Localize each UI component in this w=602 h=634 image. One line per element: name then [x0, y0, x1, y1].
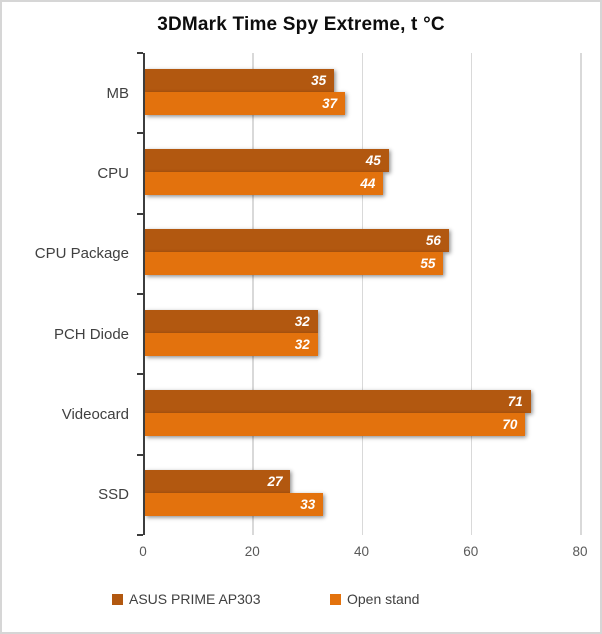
category-label: Videocard — [61, 405, 129, 423]
legend-label: Open stand — [347, 591, 420, 607]
chart-title: 3DMark Time Spy Extreme, t °C — [157, 14, 445, 35]
bar-series1: 35 — [145, 68, 335, 92]
bar-value-label: 35 — [311, 72, 327, 88]
y-axis-tick — [137, 373, 143, 376]
gridline — [470, 53, 473, 535]
bar-series2: 44 — [145, 171, 384, 195]
y-axis-tick — [137, 534, 143, 536]
gridline — [580, 53, 582, 535]
y-axis-tick — [137, 453, 143, 456]
bar-value-label: 33 — [300, 497, 316, 513]
bar-value-label: 32 — [294, 313, 310, 329]
y-axis-tick — [137, 132, 143, 135]
x-axis-tick-label: 80 — [572, 544, 588, 559]
category-label: SSD — [98, 486, 129, 504]
bar-value-label: 27 — [267, 474, 283, 490]
bar-series1: 32 — [145, 309, 318, 333]
y-axis-tick — [137, 52, 143, 54]
x-axis-tick-label: 40 — [353, 544, 370, 559]
bar-value-label: 45 — [365, 152, 381, 168]
bar-value-label: 70 — [502, 416, 518, 432]
y-axis-tick — [137, 212, 143, 215]
gridline — [361, 53, 363, 535]
bar-value-label: 32 — [294, 336, 310, 352]
gridline — [252, 53, 254, 535]
x-axis-tick-label: 60 — [463, 544, 479, 559]
category-label: PCH Diode — [53, 325, 129, 343]
bar-value-label: 71 — [507, 393, 523, 409]
x-axis-tick-label: 0 — [139, 544, 147, 559]
bar-series2: 70 — [145, 412, 526, 436]
category-label: MB — [106, 84, 130, 102]
bar-value-label: 37 — [322, 95, 338, 111]
legend-label: ASUS PRIME AP303 — [129, 591, 261, 607]
y-axis-tick — [137, 293, 143, 295]
legend-item: ASUS PRIME AP303 — [112, 591, 261, 607]
bar-series1: 56 — [145, 229, 449, 253]
bar-series2: 37 — [145, 91, 346, 115]
bar-value-label: 55 — [420, 256, 436, 272]
bar-series1: 45 — [145, 148, 389, 172]
bar-series2: 33 — [145, 493, 324, 517]
category-label: CPU Package — [34, 245, 129, 263]
legend-swatch — [330, 593, 341, 605]
legend-item: Open stand — [330, 591, 419, 607]
y-axis-line — [143, 53, 145, 535]
bar-series2: 55 — [145, 252, 444, 276]
x-axis-tick-label: 20 — [244, 544, 260, 559]
bar-series1: 71 — [145, 389, 531, 413]
bar-series1: 27 — [145, 470, 291, 494]
bar-value-label: 44 — [360, 175, 376, 191]
bar-series2: 32 — [145, 332, 318, 356]
legend-swatch — [112, 593, 123, 605]
bar-value-label: 56 — [425, 233, 441, 249]
category-label: CPU — [97, 164, 129, 182]
